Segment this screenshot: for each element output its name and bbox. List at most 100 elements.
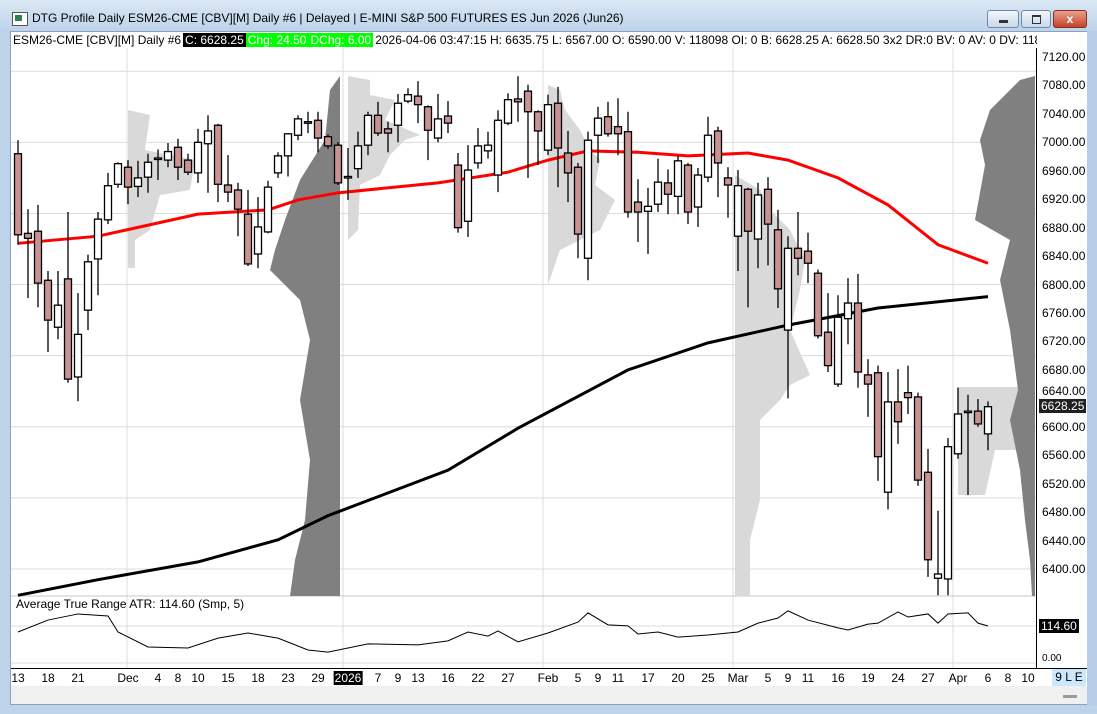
bearish-candle [233, 189, 243, 210]
bullish-candle [143, 161, 153, 178]
bearish-candle [323, 135, 333, 147]
bearish-candle [313, 119, 323, 139]
bearish-candle [383, 128, 393, 134]
date-tick-label: 29 [311, 671, 325, 685]
bullish-candle [963, 410, 973, 414]
last-price-tag: 6628.25 [1039, 399, 1087, 413]
bearish-candle [893, 401, 903, 423]
moving-average-line [17, 295, 989, 597]
quote-details: 2026-04-06 03:47:15 H: 6635.75 L: 6567.0… [375, 33, 1037, 47]
bullish-candle [983, 406, 993, 435]
bearish-candle [23, 232, 33, 239]
minimize-button[interactable] [987, 10, 1019, 28]
bearish-candle [563, 152, 573, 174]
price-tick-label: 7040.00 [1042, 106, 1086, 121]
close-button[interactable]: x [1053, 10, 1087, 28]
bullish-candle [273, 155, 283, 174]
bearish-candle [523, 90, 533, 113]
bearish-candle [553, 102, 563, 149]
volume-profile [975, 76, 1035, 596]
date-tick-label: 23 [281, 671, 295, 685]
price-tick-label: 6960.00 [1042, 163, 1086, 178]
change-value: Chg: 24.50 [245, 33, 309, 47]
price-tick-label: 6720.00 [1042, 334, 1086, 349]
date-tick-label: 16 [441, 671, 455, 685]
bearish-candle [373, 114, 383, 134]
bullish-candle [703, 134, 713, 178]
price-tick-label: 6840.00 [1042, 249, 1086, 264]
bullish-candle [363, 114, 373, 146]
bearish-candle [633, 201, 643, 213]
bullish-candle [133, 177, 143, 188]
bearish-candle [863, 374, 873, 385]
bullish-candle [153, 157, 163, 161]
bullish-candle [83, 261, 93, 311]
bearish-candle [793, 247, 803, 259]
bearish-candle [973, 410, 983, 425]
date-tick-label: Dec [117, 671, 139, 685]
bullish-candle [883, 401, 893, 493]
bearish-candle [923, 471, 933, 561]
date-tick-label: 27 [501, 671, 515, 685]
bearish-candle [803, 250, 813, 264]
bullish-candle [833, 316, 843, 385]
atr-line [17, 610, 989, 653]
bullish-candle [433, 118, 443, 139]
bullish-candle [103, 185, 113, 221]
bearish-candle [13, 153, 23, 236]
bearish-candle [603, 116, 613, 135]
bullish-candle [543, 103, 553, 151]
symbol-label: ESM26-CME [CBV][M] Daily #6 [13, 33, 182, 47]
bearish-candle [173, 146, 183, 168]
bullish-candle [53, 304, 63, 328]
date-tick-label: 11 [611, 671, 625, 685]
date-tick-label: 27 [921, 671, 935, 685]
price-tick-label: 7000.00 [1042, 135, 1086, 150]
bearish-candle [533, 111, 543, 132]
bearish-candle [333, 144, 343, 184]
date-tick-label: Feb [537, 671, 559, 685]
price-tick-label: 7120.00 [1042, 50, 1086, 64]
bearish-candle [873, 372, 883, 458]
date-tick-label: 8 [174, 671, 182, 685]
date-tick-label: 6 [984, 671, 992, 685]
bullish-candle [593, 117, 603, 136]
volume-profile [128, 110, 195, 268]
bearish-candle [63, 278, 73, 380]
date-tick-label: 4 [154, 671, 162, 685]
bullish-candle [653, 181, 663, 205]
bearish-candle [213, 124, 223, 185]
date-tick-label: 10 [1021, 671, 1035, 685]
date-tick-label: 9 [784, 671, 792, 685]
bullish-candle [673, 160, 683, 198]
price-tick-label: 6520.00 [1042, 476, 1086, 491]
daily-change-value: DChg: 6.00 [308, 33, 374, 47]
bullish-candle [253, 226, 263, 255]
vertical-scrollbar[interactable] [1087, 31, 1097, 705]
price-tick-label: 6880.00 [1042, 220, 1086, 235]
bottom-toolbar [11, 686, 1087, 704]
close-value: C: 6628.25 [183, 33, 246, 47]
bearish-candle [723, 177, 733, 186]
bullish-candle [933, 573, 943, 579]
bullish-candle [293, 118, 303, 136]
bearish-candle [743, 188, 753, 232]
price-tick-label: 6800.00 [1042, 277, 1086, 292]
bullish-candle [483, 144, 493, 152]
bullish-candle [733, 185, 743, 237]
bullish-candle [283, 133, 293, 157]
bullish-candle [263, 186, 273, 233]
window-title: DTG Profile Daily ESM26-CME [CBV][M] Dai… [32, 11, 624, 25]
volume-profile [958, 387, 1020, 495]
bullish-candle [643, 205, 653, 212]
date-tick-label: 25 [701, 671, 715, 685]
maximize-button[interactable] [1021, 10, 1051, 28]
bearish-candle [243, 213, 253, 265]
zoom-level-label[interactable]: 9 L E [1052, 669, 1086, 686]
bearish-candle [223, 184, 233, 193]
date-tick-label: 24 [891, 671, 905, 685]
bullish-candle [693, 174, 703, 208]
date-axis[interactable] [11, 668, 1087, 687]
price-tick-label: 6560.00 [1042, 448, 1086, 463]
